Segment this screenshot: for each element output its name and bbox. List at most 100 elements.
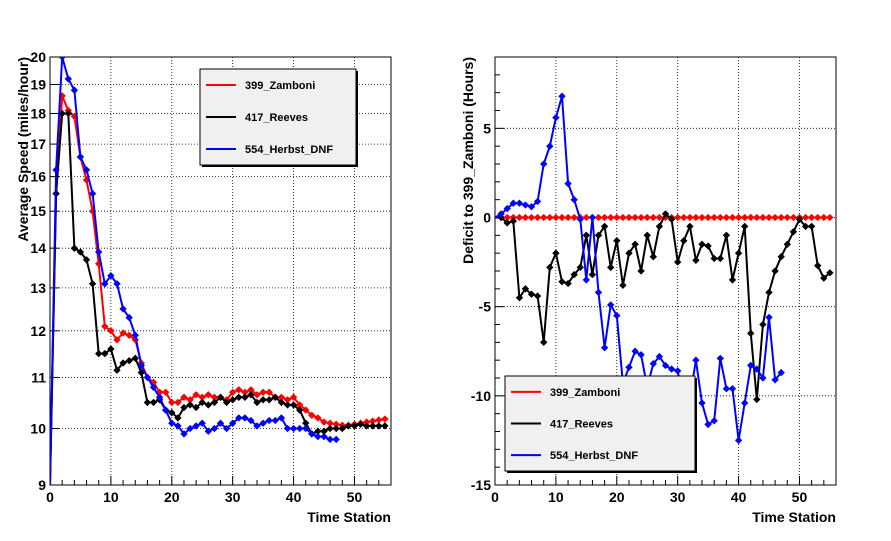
data-point-554_Herbst_DNF <box>765 313 773 322</box>
data-point-417_Reeves <box>277 398 286 407</box>
data-point-554_Herbst_DNF <box>314 432 322 441</box>
data-point-399_Zamboni <box>734 213 743 222</box>
data-point-417_Reeves <box>807 222 816 231</box>
data-point-554_Herbst_DNF <box>625 363 633 371</box>
y-tick-label: 12 <box>30 323 46 339</box>
data-point-417_Reeves <box>143 398 152 407</box>
data-point-554_Herbst_DNF <box>503 204 511 213</box>
y-tick-label: 5 <box>483 120 491 136</box>
data-point-554_Herbst_DNF <box>741 399 749 407</box>
data-point-417_Reeves <box>814 261 822 270</box>
data-point-554_Herbst_DNF <box>162 406 170 414</box>
data-point-399_Zamboni <box>314 414 322 422</box>
data-point-399_Zamboni <box>686 213 694 222</box>
data-point-417_Reeves <box>192 403 200 412</box>
data-point-417_Reeves <box>704 242 712 250</box>
data-point-417_Reeves <box>558 278 566 286</box>
data-point-417_Reeves <box>716 254 724 263</box>
data-point-417_Reeves <box>741 222 749 231</box>
data-point-399_Zamboni <box>289 393 298 401</box>
data-point-417_Reeves <box>204 401 212 409</box>
data-point-399_Zamboni <box>369 417 377 425</box>
data-point-417_Reeves <box>131 354 139 362</box>
data-point-417_Reeves <box>759 320 767 329</box>
data-point-417_Reeves <box>594 231 603 239</box>
data-point-417_Reeves <box>674 258 682 266</box>
data-point-399_Zamboni <box>527 213 536 222</box>
data-point-399_Zamboni <box>765 213 773 222</box>
data-point-417_Reeves <box>247 391 255 399</box>
data-point-417_Reeves <box>527 290 536 298</box>
data-point-417_Reeves <box>350 422 359 430</box>
data-point-554_Herbst_DNF <box>607 301 615 309</box>
data-point-399_Zamboni <box>801 213 810 222</box>
data-point-399_Zamboni <box>710 213 718 222</box>
data-point-399_Zamboni <box>643 213 651 222</box>
grid-lines <box>495 57 836 485</box>
data-point-554_Herbst_DNF <box>728 385 737 393</box>
data-point-399_Zamboni <box>594 213 603 222</box>
y-tick-label: 13 <box>30 280 46 296</box>
data-point-417_Reeves <box>637 267 645 275</box>
data-point-417_Reeves <box>107 345 115 353</box>
data-point-417_Reeves <box>332 424 340 433</box>
data-point-399_Zamboni <box>753 213 761 222</box>
data-point-554_Herbst_DNF <box>637 351 645 359</box>
data-point-417_Reeves <box>783 240 791 248</box>
data-point-554_Herbst_DNF <box>119 305 127 313</box>
data-point-554_Herbst_DNF <box>277 414 286 422</box>
x-tick-label: 30 <box>225 489 241 505</box>
data-point-554_Herbst_DNF <box>649 360 657 368</box>
data-point-399_Zamboni <box>119 329 127 337</box>
data-point-554_Herbst_DNF <box>576 215 584 223</box>
data-point-417_Reeves <box>70 244 79 252</box>
data-point-399_Zamboni <box>649 213 657 222</box>
data-point-417_Reeves <box>320 427 328 435</box>
data-point-417_Reeves <box>186 401 194 409</box>
data-point-417_Reeves <box>521 285 530 293</box>
data-point-554_Herbst_DNF <box>631 347 639 355</box>
data-point-399_Zamboni <box>704 213 712 222</box>
data-point-417_Reeves <box>570 270 578 279</box>
data-point-399_Zamboni <box>247 386 255 394</box>
x-tick-label: 20 <box>164 489 180 505</box>
data-point-417_Reeves <box>168 409 176 417</box>
data-point-554_Herbst_DNF <box>259 419 267 427</box>
data-point-417_Reeves <box>369 422 377 430</box>
x-tick-label: 40 <box>731 489 747 505</box>
y-tick-label: 17 <box>30 136 46 152</box>
data-point-554_Herbst_DNF <box>283 424 292 433</box>
data-point-554_Herbst_DNF <box>143 373 152 382</box>
data-point-417_Reeves <box>692 256 700 264</box>
legend-label-399_Zamboni: 399_Zamboni <box>550 387 620 399</box>
data-point-554_Herbst_DNF <box>692 356 700 364</box>
legend-label-417_Reeves: 417_Reeves <box>550 419 613 431</box>
data-point-554_Herbst_DNF <box>552 113 560 122</box>
data-point-554_Herbst_DNF <box>204 427 212 435</box>
data-point-399_Zamboni <box>168 398 176 407</box>
data-point-399_Zamboni <box>552 213 560 222</box>
data-point-399_Zamboni <box>326 419 334 427</box>
data-point-417_Reeves <box>241 393 249 401</box>
data-point-554_Herbst_DNF <box>95 248 103 256</box>
data-point-554_Herbst_DNF <box>289 424 298 433</box>
data-point-399_Zamboni <box>332 420 340 428</box>
data-point-554_Herbst_DNF <box>515 199 524 207</box>
y-axis-title: Deficit to 399_Zamboni (Hours) <box>460 57 476 264</box>
data-point-399_Zamboni <box>759 213 767 222</box>
y-tick-label: -5 <box>479 299 492 315</box>
data-point-399_Zamboni <box>826 213 834 222</box>
data-point-399_Zamboni <box>747 213 755 222</box>
data-point-399_Zamboni <box>515 213 524 222</box>
data-point-554_Herbst_DNF <box>594 288 603 297</box>
y-tick-label: -10 <box>471 388 491 404</box>
legend-label-399_Zamboni: 399_Zamboni <box>245 80 315 92</box>
data-point-417_Reeves <box>356 420 365 428</box>
data-point-417_Reeves <box>210 398 219 407</box>
data-point-399_Zamboni <box>771 213 779 222</box>
y-tick-label: 11 <box>31 369 46 385</box>
data-point-417_Reeves <box>180 403 188 412</box>
data-point-417_Reeves <box>546 263 554 272</box>
data-point-417_Reeves <box>338 424 346 433</box>
data-point-399_Zamboni <box>265 388 273 396</box>
